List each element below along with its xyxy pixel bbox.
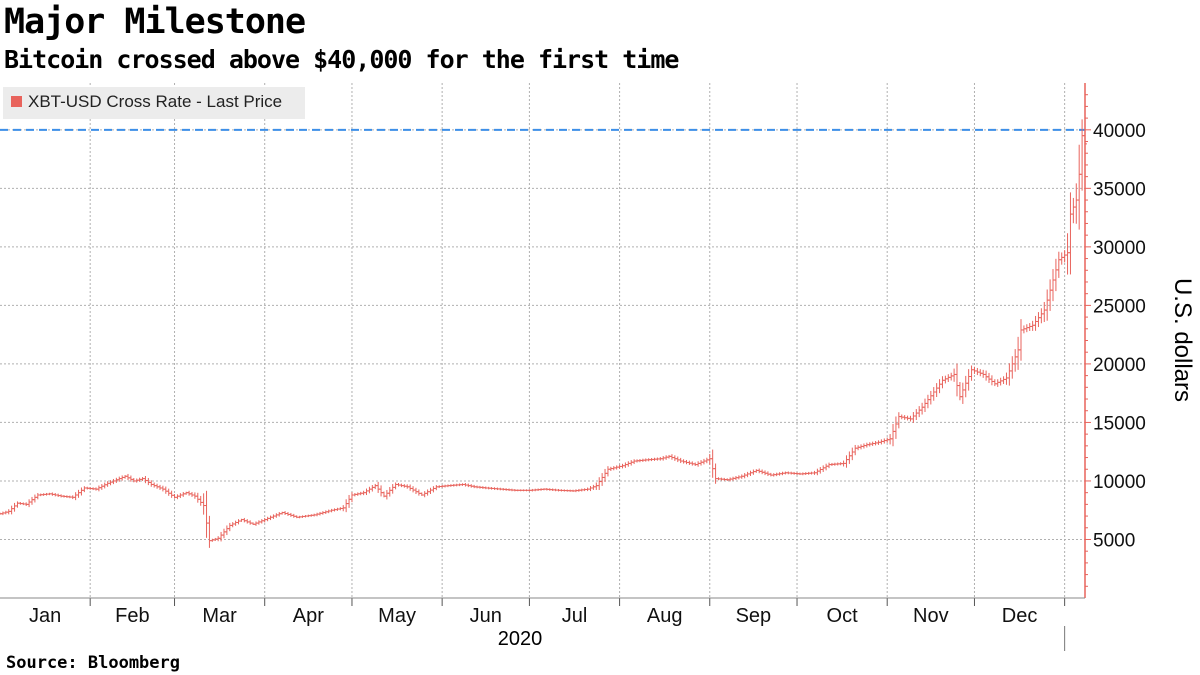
x-tick-label: Apr	[293, 605, 324, 627]
x-axis: Jan Feb Mar Apr May Jun Jul Aug Sep Oct Nov Dec	[0, 597, 1085, 651]
x-tick-label: Aug	[647, 605, 683, 627]
x-tick-label: Nov	[913, 605, 949, 627]
chart-subtitle: Bitcoin crossed above $40,000 for the fi…	[4, 45, 679, 74]
legend-swatch	[11, 96, 22, 107]
x-tick-label: Jul	[562, 605, 588, 627]
legend-label: XBT-USD Cross Rate - Last Price	[28, 92, 282, 111]
x-tick-label: Jun	[470, 605, 502, 627]
y-tick-label: 35000	[1093, 179, 1146, 200]
y-axis: 5000 10000 15000 20000 25000 30000 35000 40000	[1084, 83, 1146, 598]
x-tick-label: Feb	[115, 605, 149, 627]
x-axis-year-label: 2020	[498, 628, 543, 650]
price-bars	[0, 119, 1087, 548]
y-tick-label: 40000	[1093, 121, 1146, 142]
legend-background	[3, 87, 305, 119]
x-tick-label: Dec	[1002, 605, 1038, 627]
x-tick-label: Mar	[202, 605, 237, 627]
y-axis-label: U.S. dollars	[1169, 278, 1196, 402]
y-tick-label: 10000	[1093, 472, 1146, 493]
y-tick-label: 25000	[1093, 296, 1146, 317]
plot-area	[0, 83, 1085, 598]
y-tick-label: 15000	[1093, 413, 1146, 434]
y-tick-label: 30000	[1093, 238, 1146, 259]
chart-title: Major Milestone	[4, 2, 306, 42]
x-tick-label: May	[378, 605, 416, 627]
y-tick-label: 5000	[1093, 530, 1135, 551]
source-note: Source: Bloomberg	[6, 653, 180, 673]
x-tick-label: Jan	[29, 605, 61, 627]
x-tick-label: Oct	[827, 605, 859, 627]
legend: XBT-USD Cross Rate - Last Price	[3, 87, 305, 119]
y-tick-label: 20000	[1093, 355, 1146, 376]
x-tick-label: Sep	[736, 605, 772, 627]
